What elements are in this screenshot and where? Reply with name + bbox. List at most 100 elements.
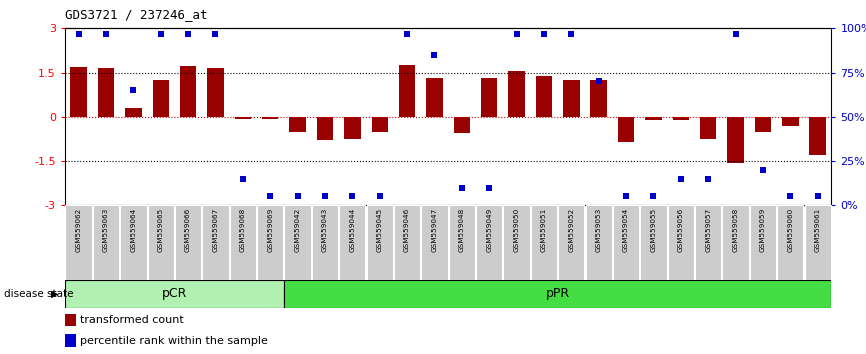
FancyBboxPatch shape: [585, 205, 612, 280]
FancyBboxPatch shape: [503, 205, 530, 280]
Point: [72, 31, 86, 36]
Point: [619, 194, 633, 199]
FancyBboxPatch shape: [668, 205, 694, 280]
Text: GSM559061: GSM559061: [815, 207, 821, 252]
Point: [811, 194, 824, 199]
Bar: [591, 80, 607, 117]
Bar: [262, 117, 279, 119]
Text: pPR: pPR: [546, 287, 570, 300]
FancyBboxPatch shape: [640, 205, 667, 280]
FancyBboxPatch shape: [120, 205, 146, 280]
Text: transformed count: transformed count: [81, 315, 184, 325]
Point: [728, 31, 742, 36]
Point: [291, 194, 305, 199]
Point: [99, 31, 113, 36]
Text: GSM559067: GSM559067: [212, 207, 218, 252]
Text: GSM559049: GSM559049: [486, 207, 492, 252]
Point: [318, 194, 332, 199]
Text: GSM559042: GSM559042: [294, 207, 301, 252]
Bar: [617, 117, 634, 142]
Point: [263, 194, 277, 199]
Point: [455, 185, 469, 190]
Text: GSM559050: GSM559050: [514, 207, 520, 252]
FancyBboxPatch shape: [66, 205, 92, 280]
Text: GSM559056: GSM559056: [678, 207, 684, 252]
Bar: [782, 117, 798, 126]
Text: GSM559066: GSM559066: [185, 207, 191, 252]
Point: [537, 31, 551, 36]
Text: GSM559046: GSM559046: [404, 207, 410, 252]
Point: [701, 176, 715, 182]
Text: GSM559045: GSM559045: [377, 207, 383, 252]
Point: [674, 176, 688, 182]
FancyBboxPatch shape: [750, 205, 776, 280]
FancyBboxPatch shape: [449, 205, 475, 280]
Text: disease state: disease state: [4, 289, 74, 299]
FancyBboxPatch shape: [257, 205, 283, 280]
Bar: [152, 80, 169, 117]
Text: GSM559062: GSM559062: [75, 207, 81, 252]
Text: GSM559068: GSM559068: [240, 207, 246, 252]
Point: [428, 52, 442, 58]
Text: GSM559044: GSM559044: [349, 207, 355, 252]
FancyBboxPatch shape: [175, 205, 201, 280]
Bar: [508, 71, 525, 117]
FancyBboxPatch shape: [93, 205, 120, 280]
FancyBboxPatch shape: [284, 280, 831, 308]
FancyBboxPatch shape: [339, 205, 365, 280]
Bar: [454, 117, 470, 133]
Point: [591, 79, 605, 84]
Text: GSM559051: GSM559051: [541, 207, 547, 252]
Text: GDS3721 / 237246_at: GDS3721 / 237246_at: [65, 8, 208, 21]
Bar: [65, 314, 76, 326]
Bar: [317, 117, 333, 141]
FancyBboxPatch shape: [613, 205, 639, 280]
Text: GSM559047: GSM559047: [431, 207, 437, 252]
Text: GSM559065: GSM559065: [158, 207, 164, 252]
Bar: [645, 117, 662, 120]
Text: GSM559069: GSM559069: [268, 207, 274, 252]
Bar: [754, 117, 771, 132]
Text: GSM559057: GSM559057: [705, 207, 711, 252]
Text: GSM559054: GSM559054: [623, 207, 629, 252]
Bar: [810, 117, 826, 155]
Text: GSM559060: GSM559060: [787, 207, 793, 252]
Text: percentile rank within the sample: percentile rank within the sample: [81, 336, 268, 346]
Text: pCR: pCR: [162, 287, 187, 300]
Bar: [481, 79, 497, 117]
FancyBboxPatch shape: [229, 205, 256, 280]
FancyBboxPatch shape: [559, 205, 585, 280]
Bar: [727, 117, 744, 162]
Bar: [426, 79, 443, 117]
Text: GSM559055: GSM559055: [650, 207, 656, 252]
Point: [126, 87, 140, 93]
Point: [756, 167, 770, 173]
Point: [181, 31, 195, 36]
Text: GSM559058: GSM559058: [733, 207, 739, 252]
Bar: [207, 68, 223, 117]
Text: GSM559043: GSM559043: [322, 207, 328, 252]
Bar: [700, 117, 716, 139]
Point: [400, 31, 414, 36]
Bar: [372, 117, 388, 132]
Bar: [399, 65, 416, 117]
Point: [372, 194, 386, 199]
Bar: [180, 66, 197, 117]
Point: [209, 31, 223, 36]
Point: [510, 31, 524, 36]
FancyBboxPatch shape: [722, 205, 749, 280]
Text: GSM559052: GSM559052: [568, 207, 574, 252]
Bar: [65, 334, 76, 347]
Bar: [344, 117, 360, 139]
Bar: [536, 75, 553, 117]
Bar: [289, 117, 306, 132]
Text: GSM559053: GSM559053: [596, 207, 602, 252]
Point: [346, 194, 359, 199]
FancyBboxPatch shape: [777, 205, 804, 280]
Point: [482, 185, 496, 190]
FancyBboxPatch shape: [805, 205, 830, 280]
Point: [154, 31, 168, 36]
Bar: [126, 108, 141, 117]
Bar: [673, 117, 689, 120]
Text: GSM559064: GSM559064: [131, 207, 136, 252]
